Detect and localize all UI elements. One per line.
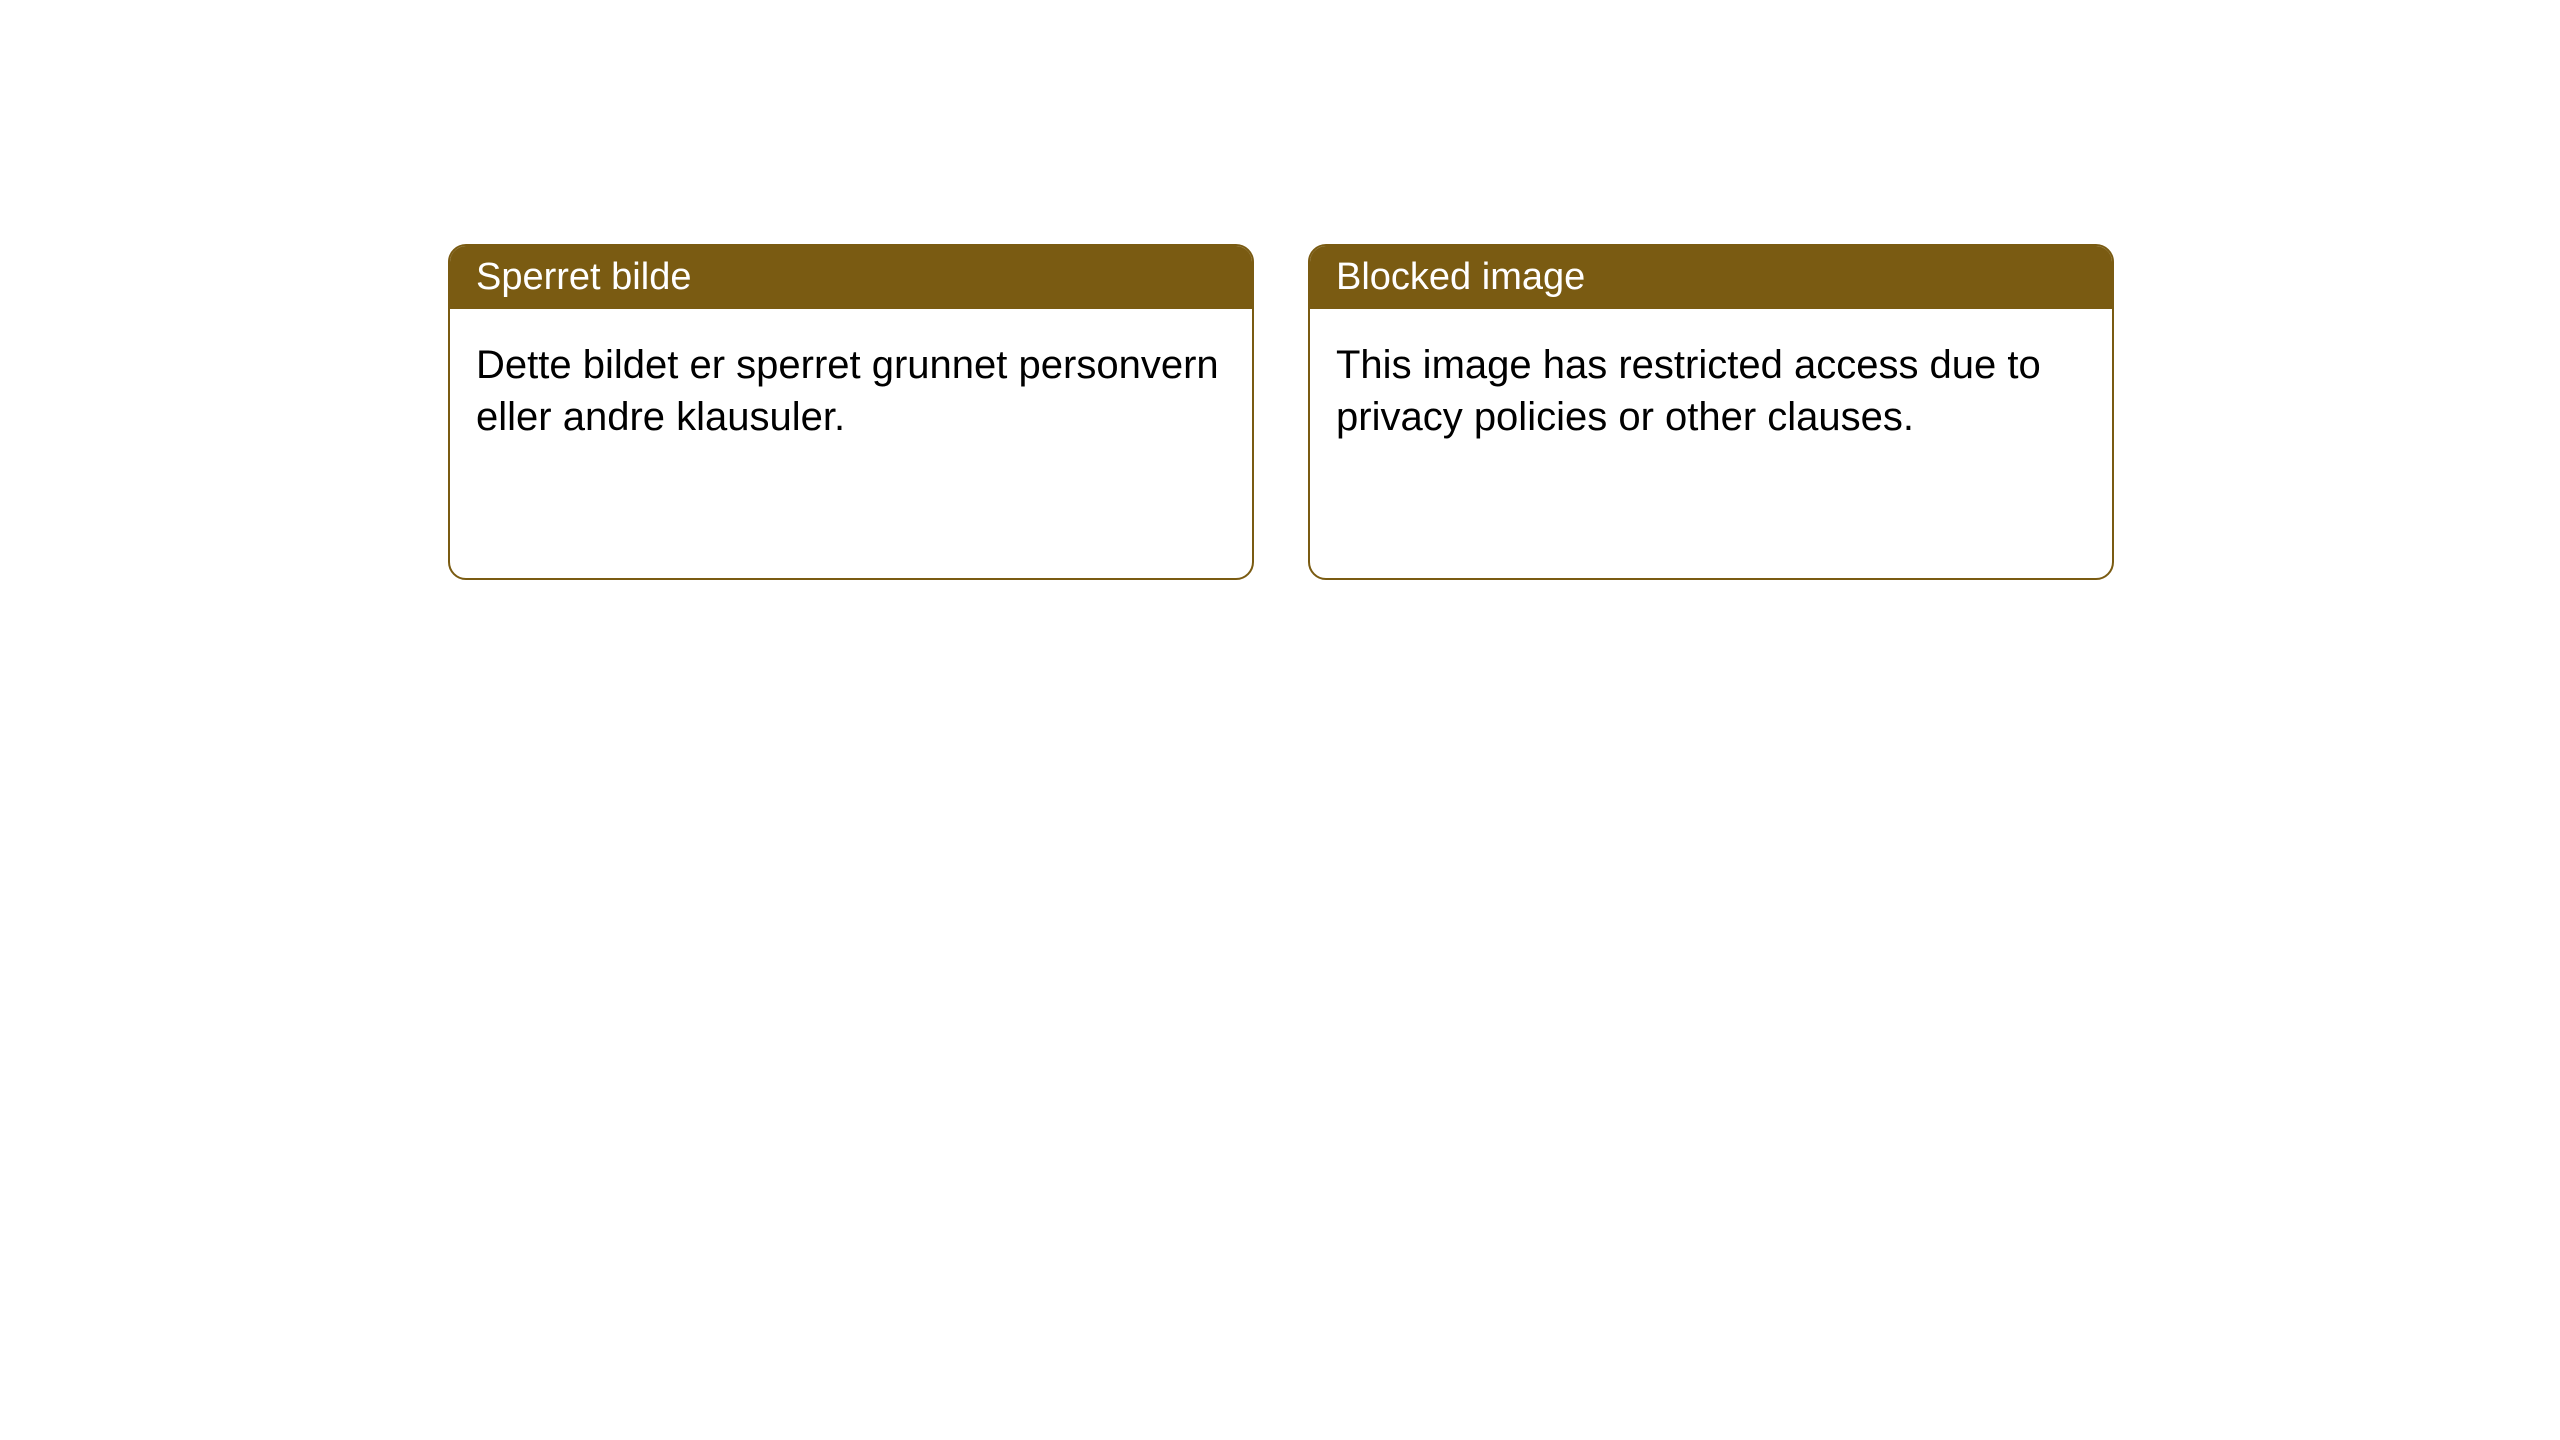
card-title: Blocked image	[1336, 256, 1585, 298]
notice-card-norwegian: Sperret bilde Dette bildet er sperret gr…	[448, 244, 1254, 580]
card-header: Blocked image	[1310, 246, 2112, 309]
card-body: This image has restricted access due to …	[1310, 309, 2112, 473]
card-header: Sperret bilde	[450, 246, 1252, 309]
card-title: Sperret bilde	[476, 256, 691, 298]
card-body: Dette bildet er sperret grunnet personve…	[450, 309, 1252, 473]
card-message: Dette bildet er sperret grunnet personve…	[476, 343, 1219, 439]
card-message: This image has restricted access due to …	[1336, 343, 2041, 439]
notice-container: Sperret bilde Dette bildet er sperret gr…	[448, 244, 2114, 580]
notice-card-english: Blocked image This image has restricted …	[1308, 244, 2114, 580]
